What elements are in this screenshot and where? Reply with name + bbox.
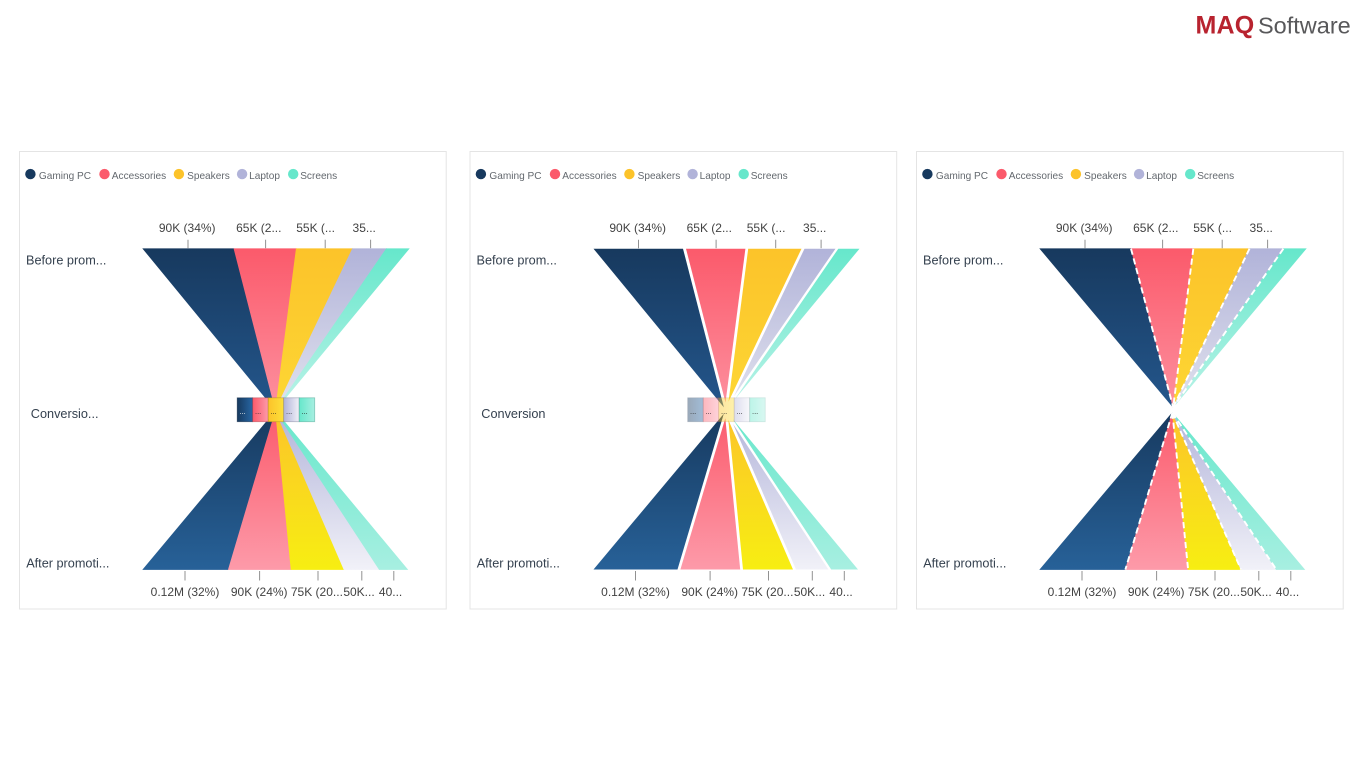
svg-text:0.12M (32%): 0.12M (32%) xyxy=(1048,585,1117,599)
svg-text:Screens: Screens xyxy=(300,171,337,182)
svg-text:0.12M (32%): 0.12M (32%) xyxy=(151,585,220,599)
svg-text:35...: 35... xyxy=(1250,221,1273,235)
svg-text:...: ... xyxy=(286,407,292,416)
svg-text:90K (34%): 90K (34%) xyxy=(159,221,216,235)
svg-text:Speakers: Speakers xyxy=(1084,171,1127,182)
svg-text:65K (2...: 65K (2... xyxy=(1133,221,1178,235)
svg-text:90K (24%): 90K (24%) xyxy=(681,585,738,599)
svg-text:55K (...: 55K (... xyxy=(296,221,335,235)
svg-text:...: ... xyxy=(271,407,277,416)
svg-text:Speakers: Speakers xyxy=(638,171,681,182)
svg-text:Software: Software xyxy=(1258,13,1351,39)
svg-text:90K (24%): 90K (24%) xyxy=(1128,585,1185,599)
svg-text:Gaming PC: Gaming PC xyxy=(936,171,988,182)
svg-text:...: ... xyxy=(737,407,743,416)
svg-text:...: ... xyxy=(752,407,758,416)
svg-text:35...: 35... xyxy=(803,221,826,235)
svg-text:50K...: 50K... xyxy=(794,585,825,599)
svg-text:Screens: Screens xyxy=(751,171,788,182)
svg-text:Gaming PC: Gaming PC xyxy=(39,171,91,182)
svg-text:50K...: 50K... xyxy=(1240,585,1271,599)
svg-text:35...: 35... xyxy=(353,221,376,235)
svg-text:...: ... xyxy=(302,407,308,416)
svg-text:...: ... xyxy=(721,407,727,416)
svg-text:65K (2...: 65K (2... xyxy=(687,221,732,235)
svg-text:After promoti...: After promoti... xyxy=(923,557,1006,571)
svg-text:Screens: Screens xyxy=(1197,171,1234,182)
svg-text:50K...: 50K... xyxy=(343,585,374,599)
svg-text:40...: 40... xyxy=(1276,585,1299,599)
svg-text:90K (34%): 90K (34%) xyxy=(609,221,666,235)
svg-text:Before prom...: Before prom... xyxy=(477,254,557,268)
svg-text:...: ... xyxy=(255,407,261,416)
svg-text:75K (20...: 75K (20... xyxy=(1188,585,1240,599)
svg-text:40...: 40... xyxy=(379,585,402,599)
svg-text:40...: 40... xyxy=(829,585,852,599)
svg-text:Accessories: Accessories xyxy=(112,171,166,182)
svg-text:Conversion: Conversion xyxy=(481,407,545,421)
svg-text:MAQ: MAQ xyxy=(1196,12,1255,40)
svg-text:65K (2...: 65K (2... xyxy=(236,221,281,235)
svg-text:After promoti...: After promoti... xyxy=(26,557,109,571)
svg-text:After promoti...: After promoti... xyxy=(477,557,560,571)
svg-text:...: ... xyxy=(706,407,712,416)
svg-text:75K (20...: 75K (20... xyxy=(291,585,343,599)
svg-text:Gaming PC: Gaming PC xyxy=(489,171,541,182)
svg-text:...: ... xyxy=(690,407,696,416)
svg-text:Laptop: Laptop xyxy=(700,171,731,182)
svg-text:Speakers: Speakers xyxy=(187,171,230,182)
svg-text:90K (34%): 90K (34%) xyxy=(1056,221,1113,235)
svg-text:0.12M (32%): 0.12M (32%) xyxy=(601,585,670,599)
svg-text:75K (20...: 75K (20... xyxy=(741,585,793,599)
svg-text:Laptop: Laptop xyxy=(1146,171,1177,182)
svg-text:Before prom...: Before prom... xyxy=(26,254,106,268)
svg-text:55K (...: 55K (... xyxy=(1193,221,1232,235)
svg-text:55K (...: 55K (... xyxy=(747,221,786,235)
svg-text:Accessories: Accessories xyxy=(562,171,616,182)
svg-text:Before prom...: Before prom... xyxy=(923,254,1003,268)
svg-text:Accessories: Accessories xyxy=(1009,171,1063,182)
svg-text:Conversio...: Conversio... xyxy=(31,407,99,421)
svg-text:90K (24%): 90K (24%) xyxy=(231,585,288,599)
svg-text:Laptop: Laptop xyxy=(249,171,280,182)
svg-text:...: ... xyxy=(240,407,246,416)
